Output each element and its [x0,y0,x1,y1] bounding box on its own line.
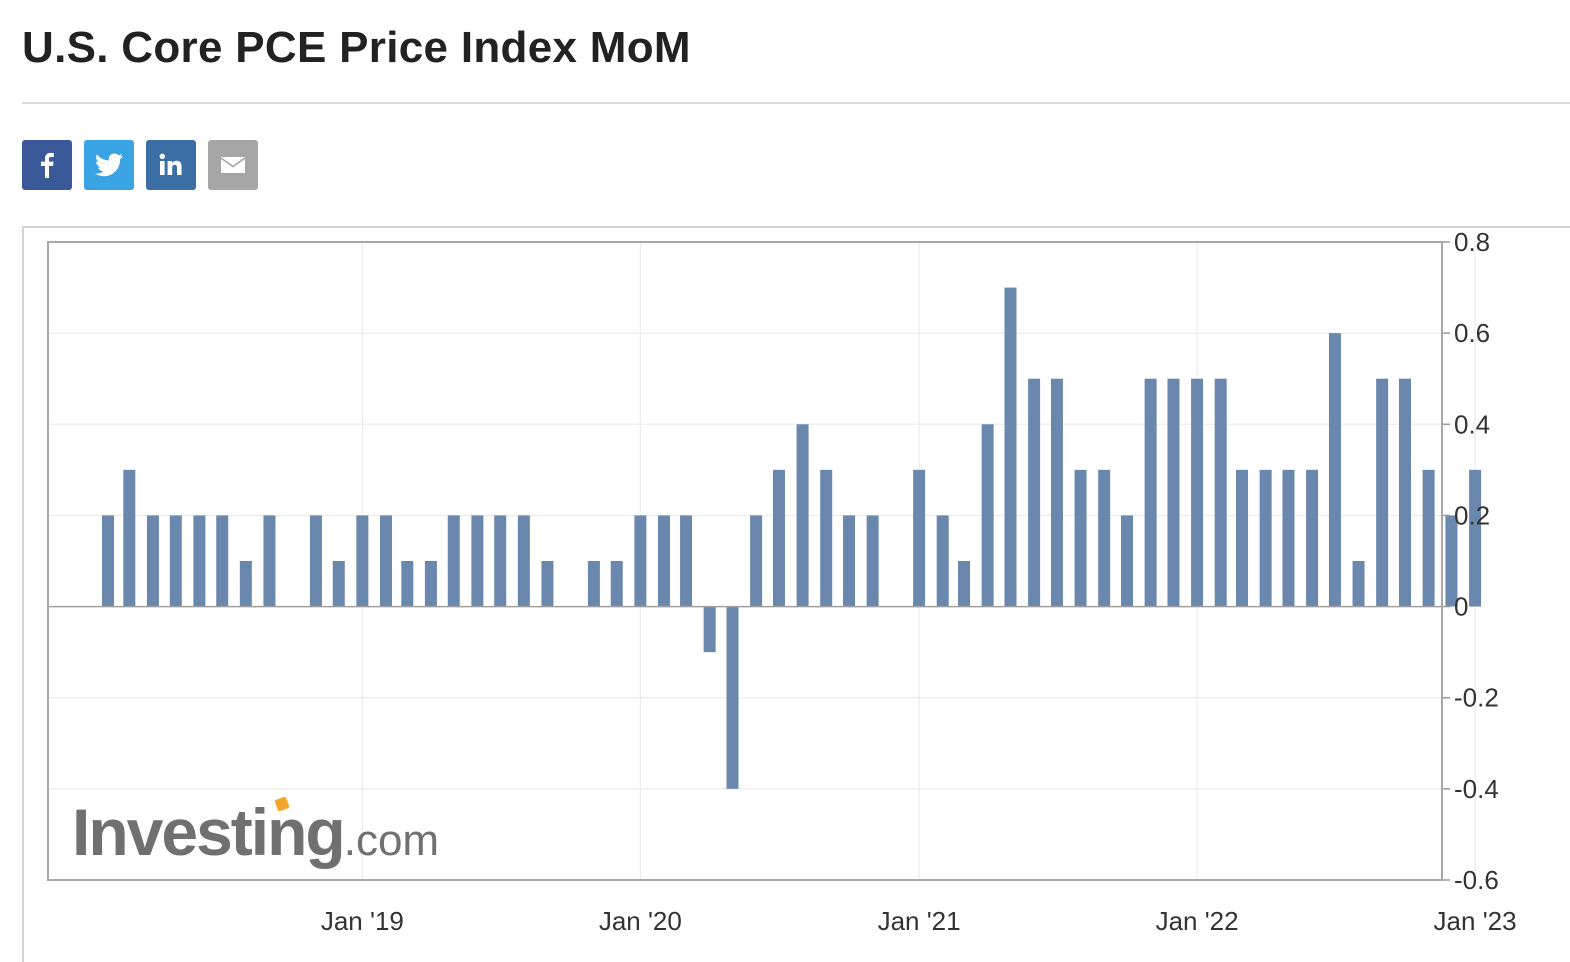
bar [424,561,437,607]
bar [494,515,507,607]
bar [703,606,716,653]
bar [680,515,693,607]
bar [309,515,322,607]
bar [263,515,276,607]
email-icon [220,157,246,173]
bar [123,469,136,607]
bar [447,515,460,607]
y-tick-label: 0.2 [1454,500,1490,530]
linkedin-button[interactable] [146,140,196,190]
bar [1050,378,1063,607]
grid-layer [48,241,1476,881]
bar [1191,378,1204,607]
bar [1282,469,1295,607]
bar [750,515,763,607]
bar [1352,561,1365,607]
title-divider [22,102,1570,104]
bar [610,561,623,607]
email-button[interactable] [208,140,258,190]
bar [1328,333,1341,607]
bar [634,515,647,607]
twitter-button[interactable] [84,140,134,190]
plot-border [47,241,1443,881]
bar [1422,469,1435,607]
plot-background [48,242,1442,880]
bar [102,515,114,607]
chart-frame [22,226,1570,962]
bar [356,515,369,607]
x-tick-label: Jan '19 [321,906,404,936]
bar [146,515,159,607]
bar [517,515,530,607]
bar [169,515,182,607]
y-tick-label: 0 [1454,592,1468,622]
bar [843,515,856,607]
bar [239,561,252,607]
bars-layer [102,287,1482,789]
axis-layer: 0.8 0.6 0.4 0.2 0 -0.2 -0.4 -0.6 Jan '19 Jan '20 J… [47,227,1517,936]
bar [1098,469,1111,607]
bar [1469,469,1482,607]
bar [866,515,879,607]
x-tick-label: Jan '20 [599,906,682,936]
y-tick-label: -0.4 [1454,774,1499,804]
bar [981,424,994,607]
y-tick-label: 0.4 [1454,409,1490,439]
bar [820,469,833,607]
bar [726,606,739,789]
linkedin-icon [159,153,182,175]
bar [1306,469,1319,607]
x-tick-label: Jan '23 [1434,906,1517,936]
x-tick-label: Jan '22 [1156,906,1239,936]
logo-suffix-text: .com [343,816,440,865]
bar [1028,378,1041,607]
y-tick-label: 0.8 [1454,227,1490,257]
bar [216,515,229,607]
bar [332,561,345,607]
bar [1236,469,1249,607]
bar [1399,378,1412,607]
bar [796,424,809,607]
bar [1214,378,1227,607]
bar [958,561,971,607]
twitter-icon [95,153,123,177]
bar [471,515,484,607]
bar [657,515,670,607]
bar [379,515,392,607]
facebook-icon [41,152,54,178]
bar [772,469,785,607]
bar [1144,378,1157,607]
logo-main-text: Investing [72,795,346,869]
bar [936,515,949,607]
bar [193,515,206,607]
facebook-button[interactable] [22,140,72,190]
page-title: U.S. Core PCE Price Index MoM [22,23,691,72]
y-tick-label: -0.6 [1454,865,1499,895]
investing-logo: Investing.com [72,794,439,874]
bar [1376,378,1389,607]
share-bar [22,140,258,190]
bar [1121,515,1134,607]
bar [1259,469,1272,607]
bar [401,561,414,607]
bar [1445,515,1458,607]
y-tick-label: -0.2 [1454,683,1499,713]
bar [913,469,926,607]
bar [1074,469,1087,607]
bar [541,561,554,607]
x-tick-label: Jan '21 [878,906,961,936]
y-tick-label: 0.6 [1454,318,1490,348]
bar [1004,287,1017,607]
bar [587,561,600,607]
bar [1167,378,1180,607]
